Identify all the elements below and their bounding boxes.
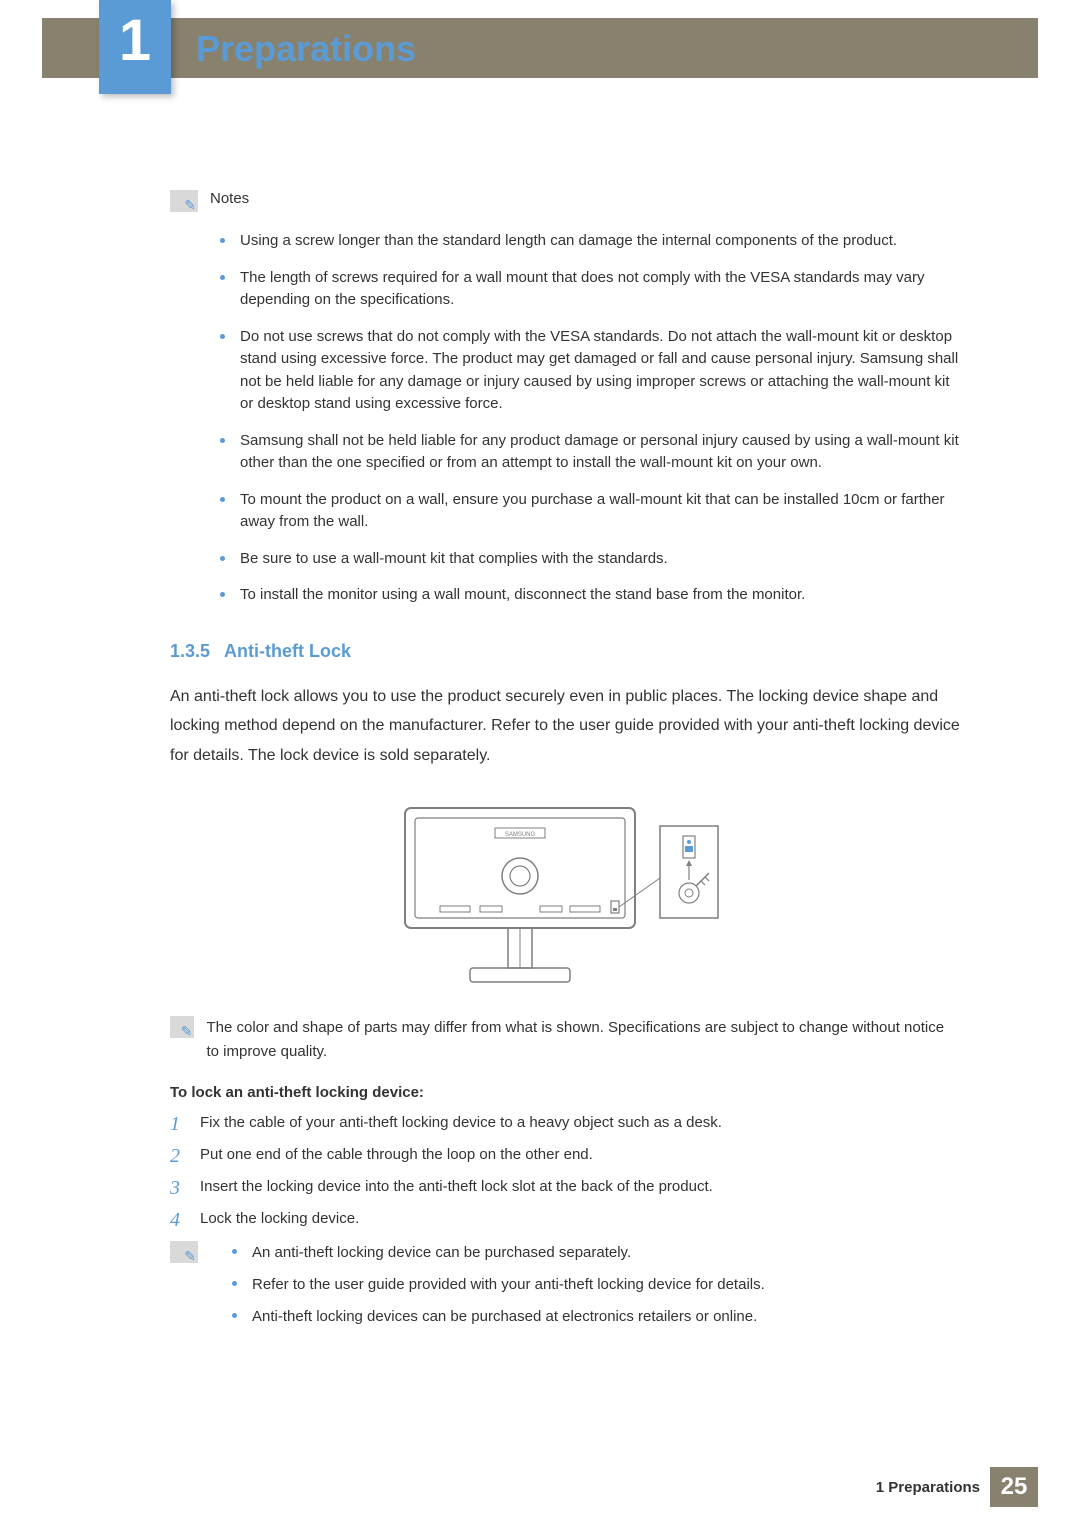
notes-heading-row: Notes [170, 190, 960, 212]
page-footer: 1 Preparations 25 [876, 1467, 1038, 1507]
list-item: Using a screw longer than the standard l… [214, 230, 960, 253]
page-number: 25 [990, 1467, 1038, 1507]
subsection-heading: 1.3.5 Anti-theft Lock [170, 641, 960, 662]
end-notes-list: An anti-theft locking device can be purc… [226, 1241, 765, 1337]
list-item: To install the monitor using a wall moun… [214, 584, 960, 607]
subsection-number: 1.3.5 [170, 641, 210, 661]
figure-note-text: The color and shape of parts may differ … [206, 1016, 960, 1064]
subsection-intro: An anti-theft lock allows you to use the… [170, 682, 960, 771]
chapter-title: Preparations [196, 28, 416, 70]
steps-list: 1Fix the cable of your anti-theft lockin… [170, 1111, 960, 1231]
note-icon [170, 190, 198, 212]
subsection-title: Anti-theft Lock [224, 641, 351, 661]
list-item: 4Lock the locking device. [170, 1207, 960, 1231]
list-item: Anti-theft locking devices can be purcha… [226, 1305, 765, 1329]
footer-text: 1 Preparations [876, 1479, 980, 1496]
note-icon [170, 1241, 198, 1263]
list-item: An anti-theft locking device can be purc… [226, 1241, 765, 1265]
figure-note-row: The color and shape of parts may differ … [170, 1016, 960, 1064]
page-content: Notes Using a screw longer than the stan… [170, 190, 960, 1337]
list-item: To mount the product on a wall, ensure y… [214, 489, 960, 534]
note-icon [170, 1016, 194, 1038]
list-item: Do not use screws that do not comply wit… [214, 326, 960, 416]
end-notes-row: An anti-theft locking device can be purc… [170, 1241, 960, 1337]
notes-label: Notes [210, 190, 249, 207]
header-bar [42, 18, 1038, 78]
list-item: Refer to the user guide provided with yo… [226, 1273, 765, 1297]
steps-heading: To lock an anti-theft locking device: [170, 1084, 960, 1101]
list-item: 3Insert the locking device into the anti… [170, 1175, 960, 1199]
side-margin-line [1038, 80, 1040, 1250]
list-item: 1Fix the cable of your anti-theft lockin… [170, 1111, 960, 1135]
notes-list: Using a screw longer than the standard l… [214, 230, 960, 607]
list-item: Samsung shall not be held liable for any… [214, 430, 960, 475]
chapter-number-badge: 1 [99, 0, 171, 94]
list-item: 2Put one end of the cable through the lo… [170, 1143, 960, 1167]
brand-label: SAMSUNG [505, 832, 536, 838]
monitor-figure: SAMSUNG [395, 798, 735, 998]
list-item: The length of screws required for a wall… [214, 267, 960, 312]
list-item: Be sure to use a wall-mount kit that com… [214, 548, 960, 571]
